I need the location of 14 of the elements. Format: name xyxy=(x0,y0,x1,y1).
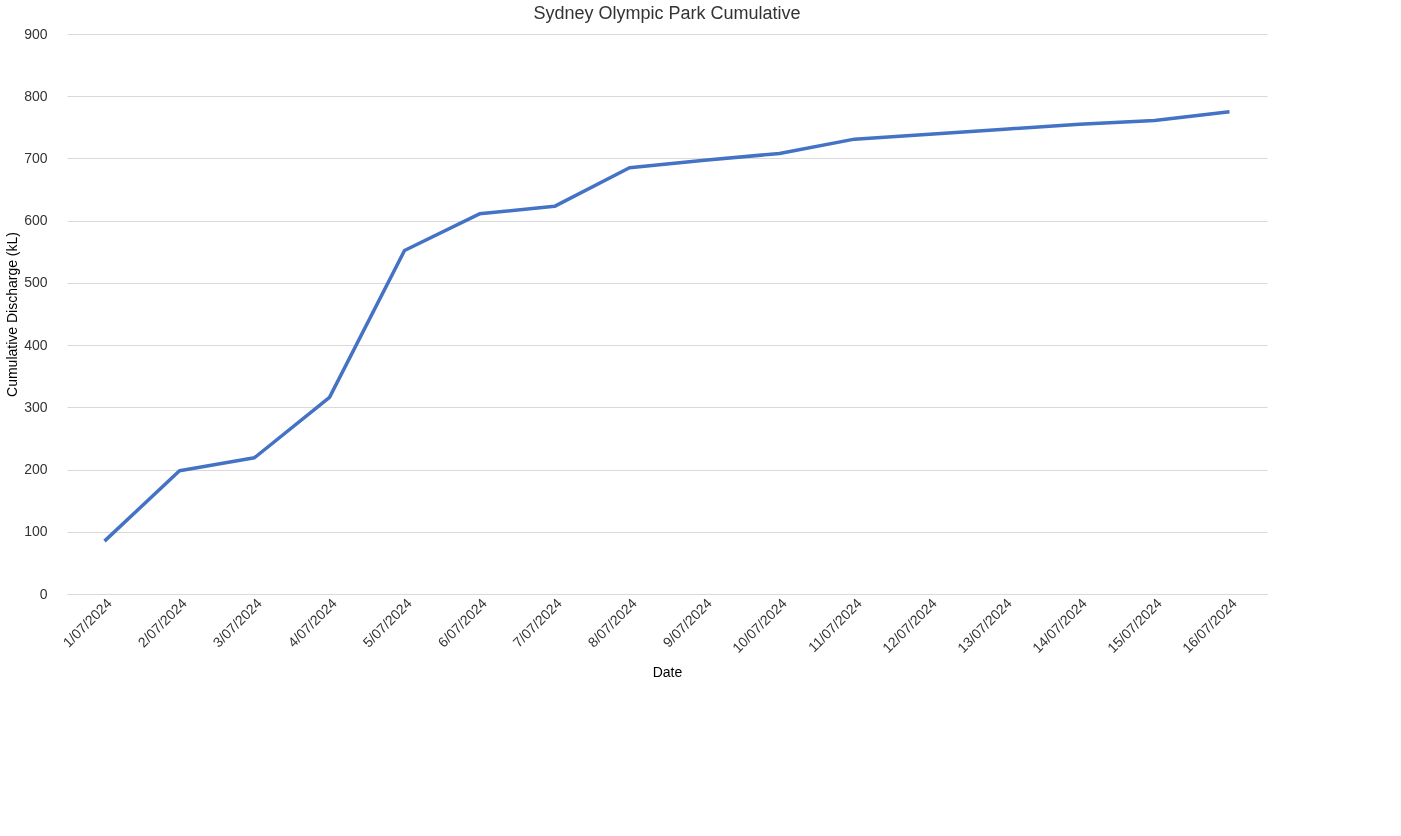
y-axis-title: Cumulative Discharge (kL) xyxy=(4,232,21,397)
y-tick-label: 0 xyxy=(39,585,48,602)
y-tick-label: 500 xyxy=(24,274,48,291)
y-tick-label: 300 xyxy=(24,398,48,415)
y-tick-label: 600 xyxy=(24,212,48,229)
y-tick-label: 200 xyxy=(24,461,48,478)
chart-title: Sydney Olympic Park Cumulative xyxy=(533,3,801,23)
line-series xyxy=(102,110,1232,543)
y-tick-label: 400 xyxy=(24,336,48,353)
x-axis-title: Date xyxy=(652,663,683,680)
y-tick-label: 900 xyxy=(24,25,48,42)
y-tick-label: 700 xyxy=(24,149,48,166)
y-tick-label: 100 xyxy=(24,523,48,540)
y-tick-label: 800 xyxy=(24,87,48,104)
